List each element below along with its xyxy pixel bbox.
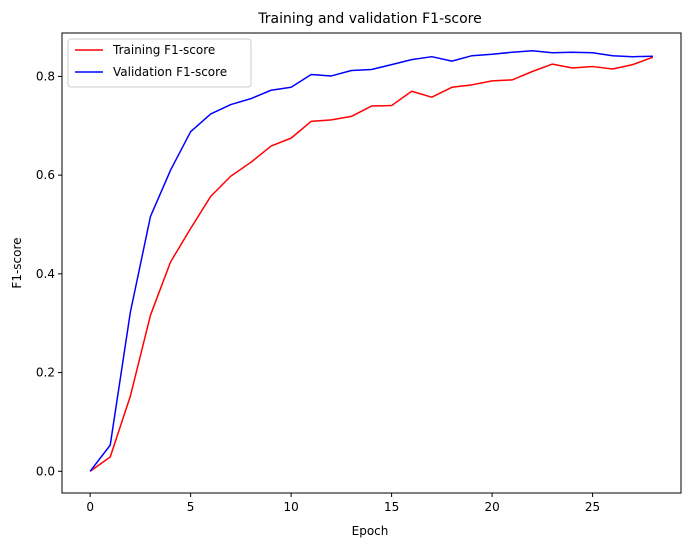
series-line-0	[89, 56, 654, 472]
legend-entry-label: Training F1-score	[112, 43, 215, 57]
x-tick-label: 0	[86, 500, 94, 514]
x-tick-label: 5	[187, 500, 195, 514]
y-tick-label: 0.8	[36, 69, 55, 83]
y-axis: 0.0 0.2 0.4 0.6 0.8	[36, 69, 62, 478]
x-tick-label: 20	[484, 500, 499, 514]
legend: Training F1-score Validation F1-score	[67, 38, 252, 88]
x-tick-label: 10	[283, 500, 298, 514]
plot-area	[89, 50, 654, 472]
x-tick-label: 25	[585, 500, 600, 514]
x-axis: 0 5 10 15 20 25	[86, 493, 600, 514]
series-line-1	[89, 50, 653, 472]
plot-frame	[61, 32, 682, 494]
y-tick-label: 0.0	[36, 464, 55, 478]
chart-title: Training and validation F1-score	[257, 11, 482, 27]
y-tick-label: 0.4	[36, 267, 55, 281]
y-tick-label: 0.2	[36, 366, 55, 380]
legend-box	[67, 38, 252, 88]
y-axis-label: F1-score	[10, 237, 24, 288]
y-tick-label: 0.6	[36, 168, 55, 182]
x-axis-label: Epoch	[352, 524, 389, 538]
x-tick-label: 15	[384, 500, 399, 514]
legend-entry-label: Validation F1-score	[113, 65, 227, 79]
